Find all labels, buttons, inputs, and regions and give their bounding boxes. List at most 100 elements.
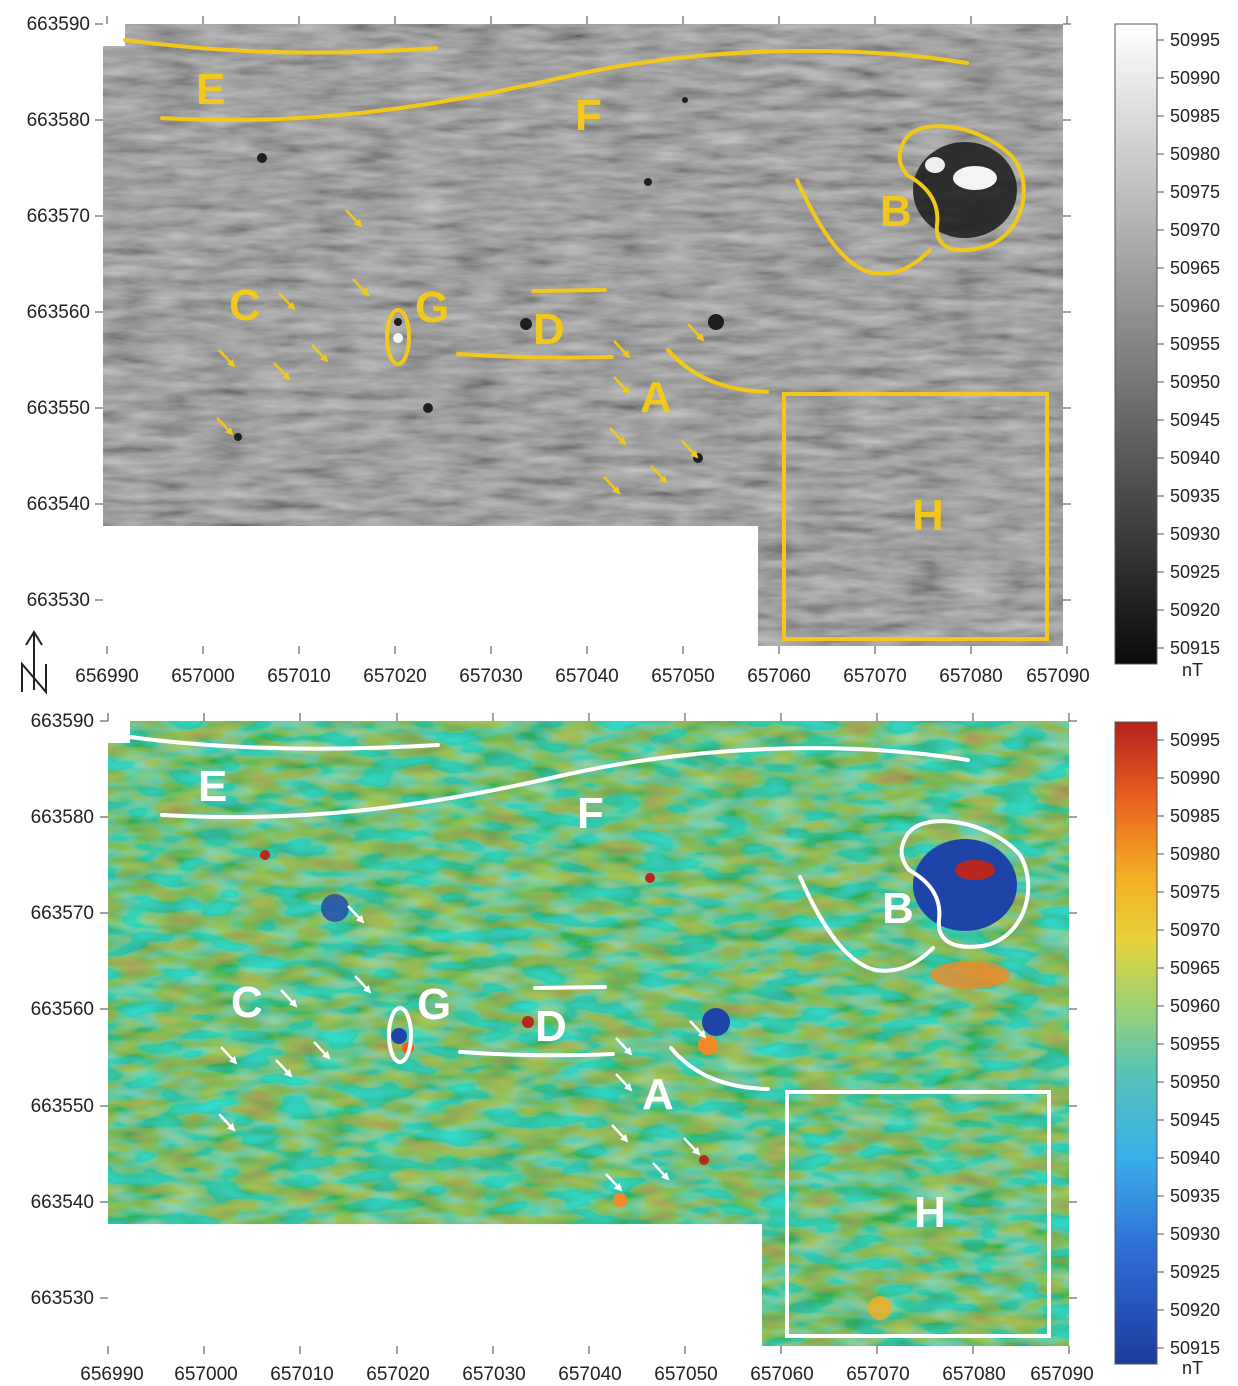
grayscale-panel: 663590 663580 663570 663560 663550 66354… xyxy=(27,14,1220,687)
rainbow-anomaly-labels: E F B C G D A H xyxy=(198,762,946,1237)
y-tick-label: 663590 xyxy=(31,711,94,732)
colorbar-tick-label: 50990 xyxy=(1170,68,1220,88)
y-tick-label: 663530 xyxy=(31,1288,94,1309)
rainbow-panel: 663590 663580 663570 663560 663550 66354… xyxy=(31,711,1220,1385)
x-tick-label: 657060 xyxy=(747,666,810,687)
x-tick-label: 657090 xyxy=(1030,1364,1093,1385)
colorbar-tick-label: 50985 xyxy=(1170,806,1220,826)
colorbar-tick-label: 50930 xyxy=(1170,524,1220,544)
no-data-area xyxy=(108,721,130,743)
label-c: C xyxy=(229,281,261,330)
label-f: F xyxy=(575,91,602,140)
rainbow-y-tick-labels: 663590 663580 663570 663560 663550 66354… xyxy=(31,711,94,1309)
grayscale-anomaly-labels: E F B C G D A H xyxy=(196,65,944,540)
no-data-area xyxy=(103,24,125,46)
line-e xyxy=(123,38,438,55)
outline-g xyxy=(385,308,411,366)
grayscale-arrows xyxy=(216,209,705,495)
rainbow-dipole-anomalies xyxy=(260,850,892,1320)
x-tick-label: 657070 xyxy=(846,1364,909,1385)
x-tick-label: 657080 xyxy=(939,666,1002,687)
colorbar-tick-label: 50940 xyxy=(1170,1148,1220,1168)
colorbar-unit: nT xyxy=(1182,660,1203,680)
colorbar-tick-label: 50955 xyxy=(1170,334,1220,354)
rainbow-y-tick-marks xyxy=(100,720,1077,1299)
label-b: B xyxy=(882,884,914,933)
y-tick-label: 663580 xyxy=(27,110,90,131)
no-data-area xyxy=(108,1224,762,1348)
x-tick-label: 657000 xyxy=(174,1364,237,1385)
colorbar-tick-label: 50945 xyxy=(1170,1110,1220,1130)
x-tick-label: 656990 xyxy=(80,1364,143,1385)
rainbow-arrows xyxy=(218,905,707,1192)
colorbar-tick-label: 50925 xyxy=(1170,562,1220,582)
colorbar-tick-label: 50965 xyxy=(1170,958,1220,978)
line-e xyxy=(128,735,440,751)
grayscale-y-tick-marks xyxy=(95,23,1071,601)
label-h: H xyxy=(914,1188,946,1237)
colorbar-tick-label: 50975 xyxy=(1170,882,1220,902)
line-f xyxy=(160,746,970,820)
label-a: A xyxy=(640,373,672,422)
colorbar-tick-label: 50975 xyxy=(1170,182,1220,202)
colorbar-tick-label: 50970 xyxy=(1170,220,1220,240)
colorbar-tick-label: 50995 xyxy=(1170,730,1220,750)
colorbar-tick-label: 50980 xyxy=(1170,844,1220,864)
label-e: E xyxy=(198,762,227,811)
rainbow-x-tick-marks xyxy=(107,713,1070,1354)
x-tick-label: 657090 xyxy=(1026,666,1089,687)
x-tick-label: 657080 xyxy=(942,1364,1005,1385)
x-tick-label: 657010 xyxy=(270,1364,333,1385)
colorbar-tick-label: 50990 xyxy=(1170,768,1220,788)
colorbar-tick-label: 50985 xyxy=(1170,106,1220,126)
line-d-top xyxy=(531,288,607,293)
x-tick-label: 657050 xyxy=(651,666,714,687)
rainbow-colorbar: 50995 50990 50985 50980 50975 50970 5096… xyxy=(1114,721,1220,1378)
label-h: H xyxy=(912,491,944,540)
line-d-bottom xyxy=(456,352,614,360)
colorbar-tick-label: 50930 xyxy=(1170,1224,1220,1244)
colorbar-tick-label: 50955 xyxy=(1170,1034,1220,1054)
x-tick-label: 657020 xyxy=(366,1364,429,1385)
rainbow-annotations xyxy=(128,735,1051,1338)
label-g: G xyxy=(415,283,449,332)
label-d: D xyxy=(535,1002,567,1051)
north-arrow xyxy=(21,630,47,695)
line-a xyxy=(666,348,769,394)
x-tick-label: 657040 xyxy=(555,666,618,687)
y-tick-label: 663540 xyxy=(31,1192,94,1213)
grayscale-colorbar: 50995 50990 50985 50980 50975 50970 5096… xyxy=(1114,23,1220,680)
grayscale-x-tick-labels: 656990 657000 657010 657020 657030 65704… xyxy=(75,666,1089,687)
colorbar-tick-label: 50965 xyxy=(1170,258,1220,278)
colorbar-tick-label: 50970 xyxy=(1170,920,1220,940)
colorbar-unit: nT xyxy=(1182,1358,1203,1378)
x-tick-label: 657060 xyxy=(750,1364,813,1385)
x-tick-label: 656990 xyxy=(75,666,138,687)
colorbar-tick-label: 50920 xyxy=(1170,1300,1220,1320)
y-tick-label: 663540 xyxy=(27,494,90,515)
y-tick-label: 663570 xyxy=(31,903,94,924)
x-tick-label: 657010 xyxy=(267,666,330,687)
colorbar-tick-label: 50935 xyxy=(1170,1186,1220,1206)
colorbar-tick-label: 50960 xyxy=(1170,296,1220,316)
outline-b-inner xyxy=(899,819,1031,949)
colorbar-tick-label: 50915 xyxy=(1170,638,1220,658)
colorbar-tick-label: 50920 xyxy=(1170,600,1220,620)
outline-b-outer xyxy=(795,178,932,276)
colorbar-tick-label: 50925 xyxy=(1170,1262,1220,1282)
colorbar-tick-label: 50950 xyxy=(1170,1072,1220,1092)
y-tick-label: 663570 xyxy=(27,206,90,227)
outline-g xyxy=(387,1006,413,1064)
grayscale-annotations xyxy=(123,38,1049,641)
label-c: C xyxy=(231,978,263,1027)
x-tick-label: 657070 xyxy=(843,666,906,687)
label-f: F xyxy=(577,789,604,838)
y-tick-label: 663550 xyxy=(31,1096,94,1117)
colorbar-tick-label: 50945 xyxy=(1170,410,1220,430)
x-tick-label: 657030 xyxy=(462,1364,525,1385)
line-d-top xyxy=(533,985,607,990)
x-tick-label: 657040 xyxy=(558,1364,621,1385)
y-tick-label: 663550 xyxy=(27,398,90,419)
label-e: E xyxy=(196,65,225,114)
